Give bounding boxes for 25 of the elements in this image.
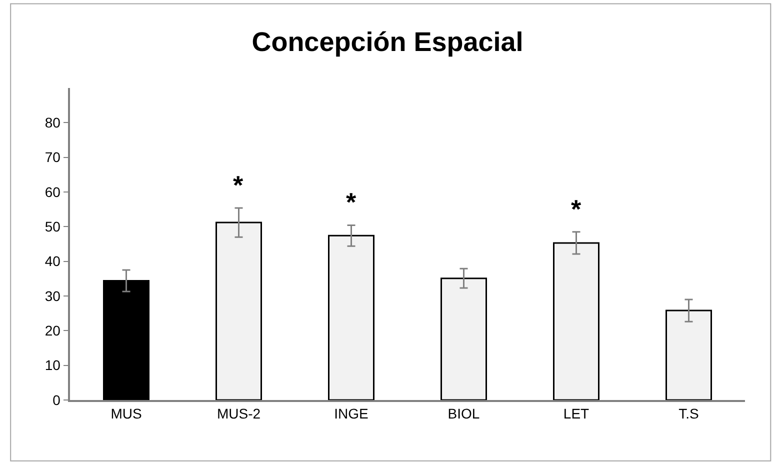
data-label: * bbox=[233, 170, 244, 200]
y-tick-label: 20 bbox=[44, 322, 61, 339]
y-tick-label: 80 bbox=[44, 114, 61, 131]
y-tick-label: 60 bbox=[44, 184, 61, 200]
x-tick-label: BIOL bbox=[448, 406, 480, 422]
bar bbox=[666, 310, 712, 400]
bar bbox=[553, 242, 600, 400]
x-tick-label: MUS-2 bbox=[216, 406, 261, 422]
data-label: * bbox=[571, 194, 582, 224]
y-tick-label: 30 bbox=[44, 288, 61, 304]
bar bbox=[440, 278, 487, 400]
bar bbox=[103, 280, 150, 400]
bar bbox=[216, 222, 262, 400]
y-tick-label: 0 bbox=[52, 392, 61, 408]
bar bbox=[328, 234, 374, 400]
x-tick-label: INGE bbox=[334, 406, 368, 422]
x-tick-label: T.S bbox=[678, 406, 699, 422]
y-tick-label: 70 bbox=[44, 149, 61, 166]
x-tick-label: MUS bbox=[110, 406, 142, 422]
x-tick-label: LET bbox=[563, 406, 590, 422]
y-tick-label: 40 bbox=[44, 253, 61, 270]
chart-title: Concepción Espacial bbox=[252, 27, 524, 58]
data-label: * bbox=[346, 187, 357, 217]
y-tick-label: 10 bbox=[44, 357, 61, 374]
y-tick-label: 50 bbox=[44, 218, 61, 235]
